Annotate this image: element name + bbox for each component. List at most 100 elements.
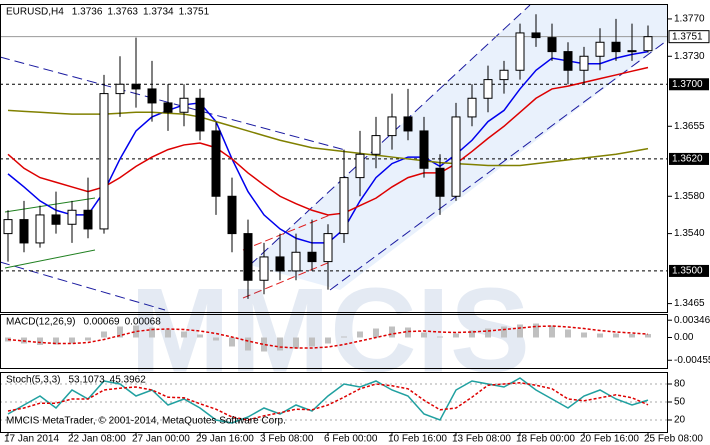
macd-bar — [421, 332, 427, 338]
panel-frames — [0, 4, 668, 433]
candle-body — [451, 116, 461, 197]
panel-title: EURUSD,H4 — [6, 7, 64, 18]
macd-bar — [485, 328, 491, 338]
macd-bar — [341, 336, 347, 338]
candle-body — [531, 32, 541, 39]
y-tick-label: 1.3465 — [674, 298, 705, 309]
footer: MMCIS MetaTrader, © 2001-2014, MetaQuote… — [6, 416, 286, 427]
last-price-label: 1.3751 — [672, 31, 703, 42]
level-box — [669, 152, 709, 165]
macd-bar — [37, 337, 43, 345]
candle-body — [195, 97, 205, 132]
macd-bar — [245, 337, 251, 351]
x-tick-label: 17 Jan 2014 — [4, 434, 59, 445]
x-tick-label: 25 Feb 08:00 — [644, 434, 703, 445]
reading: 0.00069 — [83, 317, 120, 328]
reading: 0.00068 — [125, 317, 162, 328]
candle-body — [179, 97, 189, 113]
x-tick-label: 29 Jan 16:00 — [196, 434, 254, 445]
macd-bar — [117, 326, 123, 338]
candle-body — [67, 209, 77, 225]
macd-bar — [389, 326, 395, 338]
x-tick-label: 13 Feb 08:00 — [452, 434, 511, 445]
macd-bar — [197, 334, 203, 338]
macd-bar — [325, 337, 331, 344]
macd-bar — [517, 324, 523, 338]
candle-body — [99, 93, 109, 230]
candle-body — [3, 219, 13, 235]
candle-body — [259, 256, 269, 281]
macd-bar — [613, 333, 619, 338]
macd-bar — [645, 334, 651, 338]
y-tick-label: 1.3540 — [674, 228, 705, 239]
y-tick-label: 1.3770 — [674, 14, 705, 25]
y-tick-label: 1.3580 — [674, 191, 705, 202]
macd-bar — [69, 337, 75, 344]
y-tick-label: 1.3655 — [674, 121, 705, 132]
candle-body — [115, 83, 125, 95]
candle-body — [243, 233, 253, 281]
stoch-line — [7, 382, 649, 421]
candle-body — [371, 135, 381, 155]
candle-body — [499, 69, 509, 81]
candle-body — [579, 55, 589, 71]
candle-body — [403, 116, 413, 132]
candle-body — [355, 153, 365, 179]
candle-body — [627, 50, 637, 53]
y-tick-label: 80 — [674, 379, 686, 390]
macd-signal — [7, 325, 649, 349]
candle-body — [131, 83, 141, 90]
macd-bar — [85, 337, 91, 341]
candle-body — [307, 251, 317, 263]
macd-bar — [565, 329, 571, 338]
level-box — [669, 78, 709, 91]
candle-body — [467, 97, 477, 118]
macd-bar — [533, 323, 539, 338]
macd-bar — [165, 329, 171, 338]
macd-bar — [597, 333, 603, 338]
plot-layers: 1.3770 1.3730 1.3655 1.3580 1.3540 1.3465 1.37… — [0, 7, 710, 445]
macd-bar — [149, 327, 155, 338]
candle-body — [611, 41, 621, 53]
x-tick-label: 22 Jan 08:00 — [68, 434, 126, 445]
red-channel — [242, 214, 331, 299]
reading: 1.3736 — [72, 7, 103, 18]
y-tick-label: 20 — [674, 415, 686, 426]
candle-body — [211, 130, 221, 197]
macd-bar — [581, 332, 587, 338]
candle-body — [323, 233, 333, 263]
macd-bar — [261, 337, 267, 352]
macd-bar — [229, 337, 235, 347]
y-tick-label: -0.00455 — [674, 355, 710, 366]
level-label: 1.3500 — [672, 266, 703, 277]
x-tick-label: 20 Feb 16:00 — [580, 434, 639, 445]
macd-bar — [101, 331, 107, 338]
macd-bar — [213, 337, 219, 341]
y-tick-label: 0.00346 — [674, 315, 710, 326]
candle-body — [595, 41, 605, 57]
candle-body — [163, 102, 173, 113]
last-price-box — [668, 30, 710, 44]
candle-body — [83, 209, 93, 230]
x-tick-label: 6 Feb 00:00 — [324, 434, 378, 445]
channel-lines — [0, 4, 666, 311]
reading: 45.3962 — [110, 375, 147, 386]
macd-bar — [277, 337, 283, 351]
macd-bar — [309, 337, 315, 347]
level-label: 1.3620 — [672, 154, 703, 165]
candle-body — [563, 51, 573, 71]
reading: 1.3751 — [179, 7, 210, 18]
reading: 1.3763 — [107, 7, 138, 18]
x-tick-label: 27 Jan 00:00 — [132, 434, 190, 445]
macd-bar — [453, 333, 459, 338]
macd-bar — [133, 325, 139, 338]
macd-bar — [629, 334, 635, 338]
panel-title: MACD(12,26,9) — [6, 317, 75, 328]
y-tick-label: 1.3730 — [674, 51, 705, 62]
candle-body — [547, 37, 557, 53]
candle-body — [419, 130, 429, 169]
y-tick-label: 50 — [674, 397, 686, 408]
candle-body — [227, 195, 237, 235]
panel-title: Stoch(5,3,3) — [6, 375, 60, 386]
